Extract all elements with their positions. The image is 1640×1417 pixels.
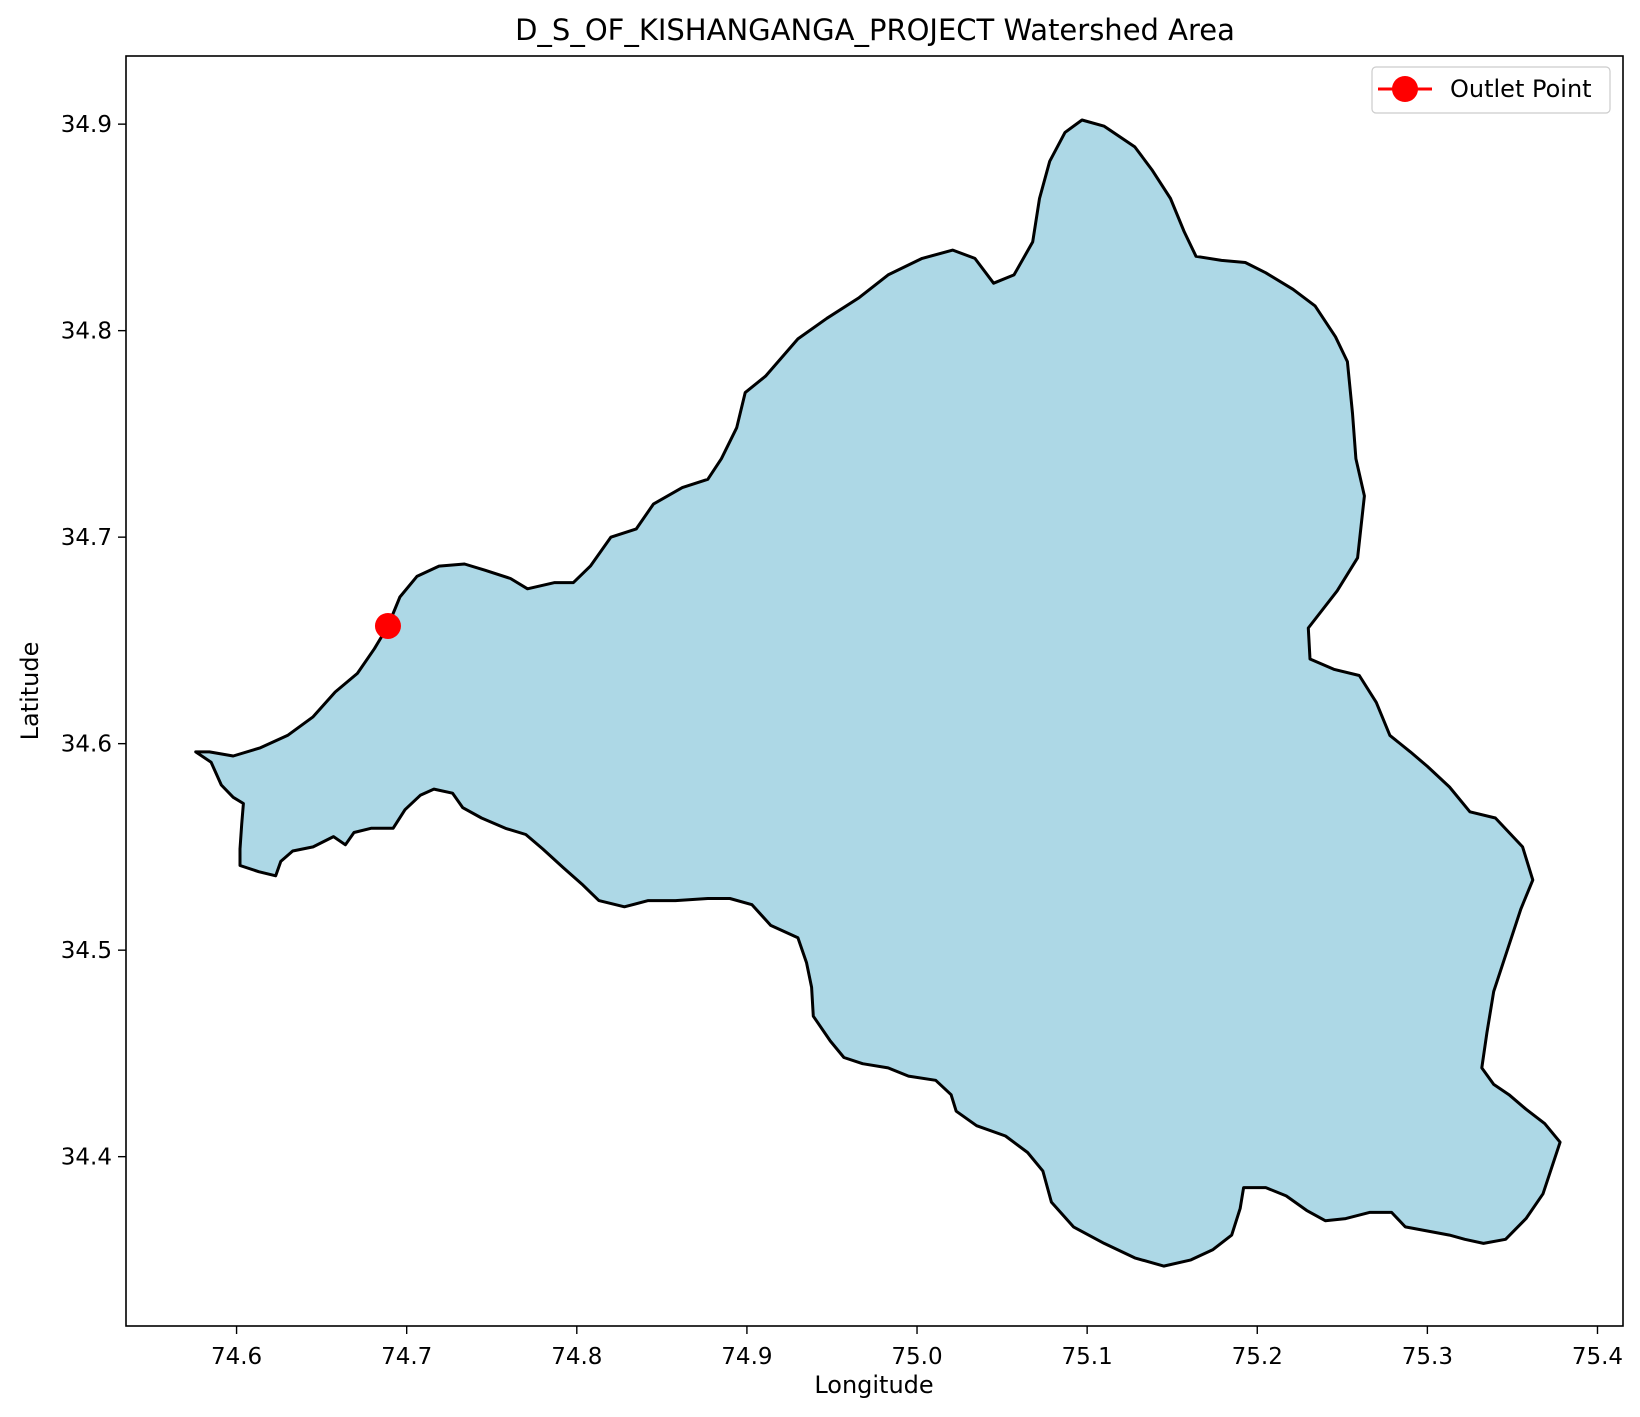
y-tick-label: 34.8 bbox=[61, 319, 112, 345]
x-tick-label: 74.6 bbox=[211, 1344, 262, 1370]
x-tick-label: 75.0 bbox=[891, 1344, 942, 1370]
x-tick-label: 74.9 bbox=[721, 1344, 772, 1370]
x-tick-label: 74.7 bbox=[381, 1344, 432, 1370]
x-tick-label: 75.1 bbox=[1062, 1344, 1113, 1370]
legend-label: Outlet Point bbox=[1450, 75, 1592, 103]
y-tick-label: 34.6 bbox=[61, 732, 112, 758]
outlet-point-marker bbox=[374, 612, 401, 639]
y-tick-label: 34.9 bbox=[61, 112, 112, 138]
x-axis-label: Longitude bbox=[814, 1371, 933, 1399]
legend: Outlet Point bbox=[1371, 66, 1611, 114]
legend-marker bbox=[1392, 76, 1418, 102]
x-axis: 74.6 74.7 74.8 74.9 75.0 75.1 75.2 75.3 75.4 bbox=[211, 1326, 1623, 1370]
legend-frame bbox=[1371, 66, 1611, 114]
x-tick-label: 75.3 bbox=[1402, 1344, 1453, 1370]
x-tick-label: 75.4 bbox=[1572, 1344, 1623, 1370]
plot-area bbox=[125, 55, 1624, 1327]
chart-title: D_S_OF_KISHANGANGA_PROJECT Watershed Are… bbox=[515, 13, 1235, 47]
watershed-polygon bbox=[194, 118, 1562, 1268]
y-axis-label: Latitude bbox=[16, 642, 44, 741]
y-tick-label: 34.4 bbox=[61, 1145, 112, 1171]
y-axis: 34.4 34.5 34.6 34.7 34.8 34.9 bbox=[61, 112, 126, 1171]
x-tick-label: 75.2 bbox=[1232, 1344, 1283, 1370]
y-tick-label: 34.7 bbox=[61, 525, 112, 551]
y-tick-label: 34.5 bbox=[61, 938, 112, 964]
x-tick-label: 74.8 bbox=[551, 1344, 602, 1370]
